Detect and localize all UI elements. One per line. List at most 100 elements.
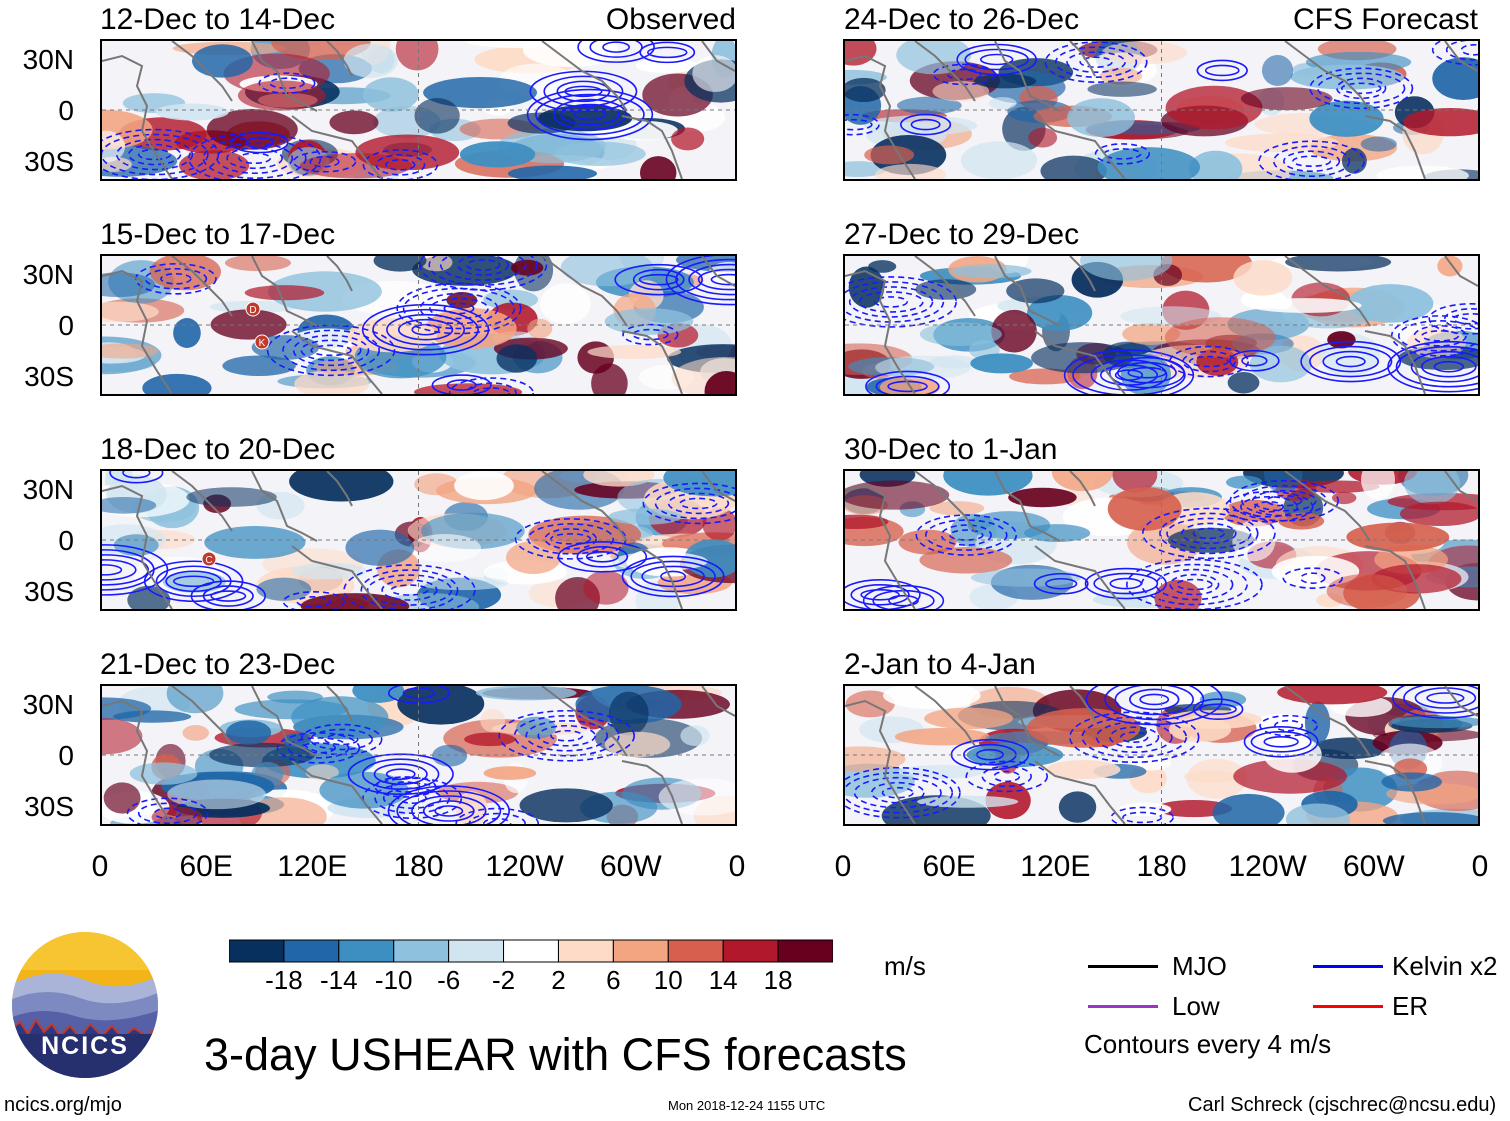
shear-anomaly-shading	[1240, 87, 1333, 111]
kelvin-contour	[862, 584, 945, 609]
shear-anomaly-shading	[528, 515, 642, 555]
shear-anomaly-shading	[345, 529, 415, 566]
kelvin-contour	[1274, 719, 1304, 732]
kelvin-contour	[602, 41, 630, 53]
kelvin-contour	[127, 143, 182, 166]
kelvin-contour	[543, 75, 624, 108]
shear-anomaly-shading	[1391, 715, 1478, 729]
shear-anomaly-shading	[519, 788, 613, 823]
map-field	[845, 686, 1478, 824]
kelvin-contour	[845, 113, 880, 136]
coastline	[1284, 41, 1371, 112]
shear-anomaly-shading	[1225, 133, 1339, 153]
kelvin-contour	[465, 259, 501, 271]
shear-anomaly-shading	[1118, 802, 1172, 817]
colorbar-swatch	[229, 939, 285, 963]
map-field: C	[102, 471, 735, 609]
shear-anomaly-shading	[464, 732, 516, 747]
map-panel	[843, 254, 1480, 396]
shear-anomaly-shading	[102, 718, 143, 755]
shear-anomaly-shading	[845, 514, 889, 529]
kelvin-contour	[946, 68, 982, 81]
kelvin-contour	[419, 256, 548, 291]
kelvin-contour	[710, 273, 735, 286]
kelvin-contour	[1066, 51, 1126, 73]
shear-anomaly-shading	[658, 778, 735, 816]
kelvin-contour	[362, 758, 440, 790]
kelvin-contour	[165, 570, 222, 593]
shear-anomaly-shading	[1097, 147, 1201, 179]
coastline	[541, 686, 628, 757]
kelvin-contour	[1094, 143, 1150, 165]
coastline	[701, 41, 735, 72]
kelvin-contour	[875, 375, 940, 394]
coastline	[845, 484, 916, 609]
kelvin-contour	[1390, 315, 1478, 357]
kelvin-contour	[1054, 46, 1138, 78]
shear-anomaly-shading	[1382, 812, 1478, 824]
coastline	[102, 699, 173, 824]
lon-label: 120W	[485, 850, 564, 883]
kelvin-contour	[1431, 41, 1478, 66]
coastline	[621, 330, 683, 394]
kelvin-contour	[282, 329, 380, 372]
coastline	[1364, 545, 1426, 609]
kelvin-contour	[642, 482, 735, 525]
shear-anomaly-shading	[343, 43, 399, 78]
shear-anomaly-shading	[1290, 64, 1404, 90]
kelvin-contour	[665, 256, 735, 306]
kelvin-contour	[310, 344, 352, 357]
shear-anomaly-shading	[511, 259, 544, 276]
lat-label-30n: 30N	[22, 44, 74, 75]
kelvin-contour	[1266, 494, 1303, 507]
coastline	[541, 256, 628, 327]
shear-anomaly-shading	[919, 322, 1002, 347]
coastline	[1034, 545, 1126, 609]
colorbar-swatch	[612, 939, 669, 963]
shear-anomaly-shading	[1107, 487, 1182, 531]
panel-date-p5: 24-Dec to 26-Dec	[844, 3, 1080, 36]
map-panel	[843, 684, 1480, 826]
coastline	[102, 54, 173, 179]
kelvin-contour	[397, 318, 454, 341]
kelvin-contour	[258, 72, 316, 94]
coastline	[845, 269, 916, 394]
kelvin-contour	[411, 795, 487, 824]
legend-label-mjo: MJO	[1172, 951, 1227, 981]
kelvin-contour	[276, 732, 361, 764]
shear-anomaly-shading	[173, 318, 201, 348]
shear-anomaly-shading	[113, 710, 192, 723]
panel-date-p2: 15-Dec to 17-Dec	[100, 218, 336, 251]
legend-label-er: ER	[1392, 991, 1429, 1021]
colorbar-tick-label: -2	[491, 965, 516, 995]
kelvin-contour	[688, 263, 735, 296]
shear-anomaly-shading	[397, 686, 485, 725]
coastline	[914, 41, 976, 102]
kelvin-contour	[1181, 522, 1237, 545]
kelvin-contour	[137, 802, 198, 824]
kelvin-contour	[230, 131, 289, 154]
panel-date-p8: 2-Jan to 4-Jan	[844, 648, 1036, 681]
kelvin-contour	[372, 308, 479, 351]
kelvin-contour	[1317, 72, 1406, 105]
lat-label-0: 0	[58, 310, 74, 341]
shear-anomaly-shading	[204, 526, 306, 559]
coastline	[1364, 115, 1426, 179]
lon-label: 0	[91, 850, 109, 883]
kelvin-contour	[374, 776, 437, 798]
shear-anomaly-shading	[267, 271, 382, 312]
kelvin-contour	[266, 324, 396, 377]
kelvin-contour	[385, 768, 416, 780]
coastline	[1444, 471, 1478, 502]
kelvin-contour	[210, 590, 247, 602]
coastline	[1444, 256, 1478, 287]
shear-anomaly-shading	[1221, 499, 1285, 527]
kelvin-contour	[1192, 527, 1226, 540]
footer-url[interactable]: ncics.org/mjo	[4, 1094, 122, 1116]
shear-anomaly-shading	[1404, 471, 1460, 505]
shear-anomaly-shading	[142, 373, 212, 394]
kelvin-contour	[282, 590, 345, 609]
kelvin-contour	[910, 118, 941, 131]
shear-anomaly-shading	[113, 534, 159, 556]
kelvin-contour	[639, 41, 696, 64]
